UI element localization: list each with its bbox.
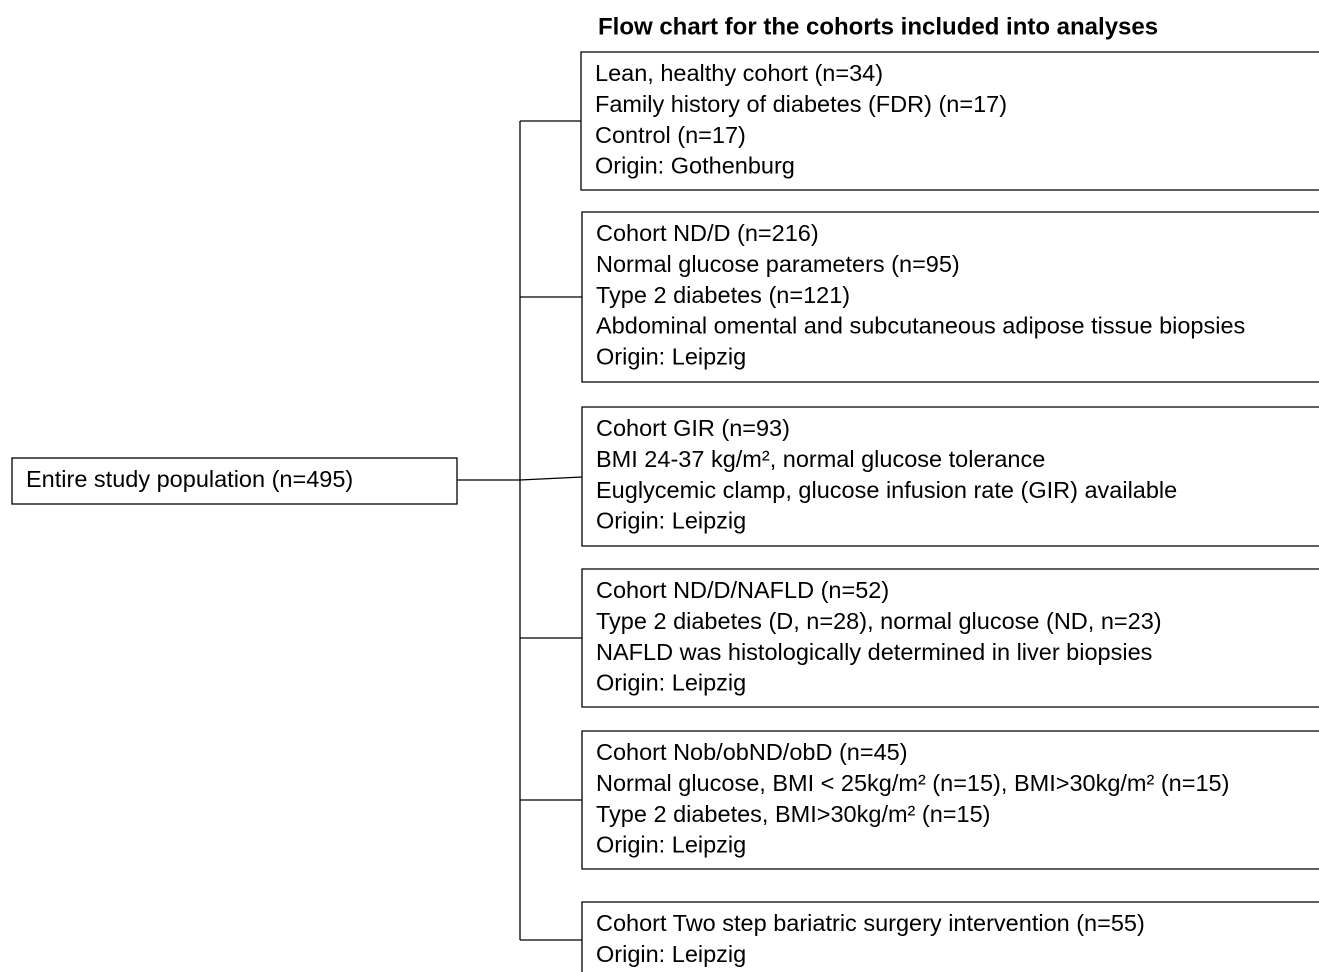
root-box [11,457,458,505]
root-label: Entire study population (n=495) [26,466,353,492]
node-line: Cohort ND/D/NAFLD (n=52) [596,577,889,603]
node-line: Family history of diabetes (FDR) (n=17) [595,91,1007,117]
node-line: Origin: Leipzig [596,508,746,534]
node-line: Cohort Nob/obND/obD (n=45) [596,739,908,765]
node-line: Normal glucose parameters (n=95) [596,251,960,277]
connector [519,476,583,481]
node-line: Euglycemic clamp, glucose infusion rate … [596,477,1177,503]
node-line: Type 2 diabetes (n=121) [596,282,850,308]
node-box [581,406,1319,547]
node-box [581,901,1319,972]
node-line: Origin: Leipzig [596,670,746,696]
node-line: Control (n=17) [595,122,746,148]
node-line: BMI 24-37 kg/m², normal glucose toleranc… [596,446,1045,472]
node-line: Lean, healthy cohort (n=34) [595,60,883,86]
node-line: Type 2 diabetes (D, n=28), normal glucos… [596,608,1162,634]
node-line: Origin: Leipzig [596,941,746,967]
node-line: Cohort ND/D (n=216) [596,220,819,246]
node-line: Abdominal omental and subcutaneous adipo… [596,313,1245,339]
node-line: Origin: Gothenburg [595,153,795,179]
node-line: NAFLD was histologically determined in l… [596,639,1152,665]
node-line: Cohort GIR (n=93) [596,415,790,441]
node-line: Type 2 diabetes, BMI>30kg/m² (n=15) [596,801,991,827]
node-line: Origin: Leipzig [596,343,746,369]
title: Flow chart for the cohorts included into… [598,13,1158,40]
node-line: Origin: Leipzig [596,832,746,858]
node-line: Cohort Two step bariatric surgery interv… [596,910,1145,936]
node-line: Normal glucose, BMI < 25kg/m² (n=15), BM… [596,770,1229,796]
